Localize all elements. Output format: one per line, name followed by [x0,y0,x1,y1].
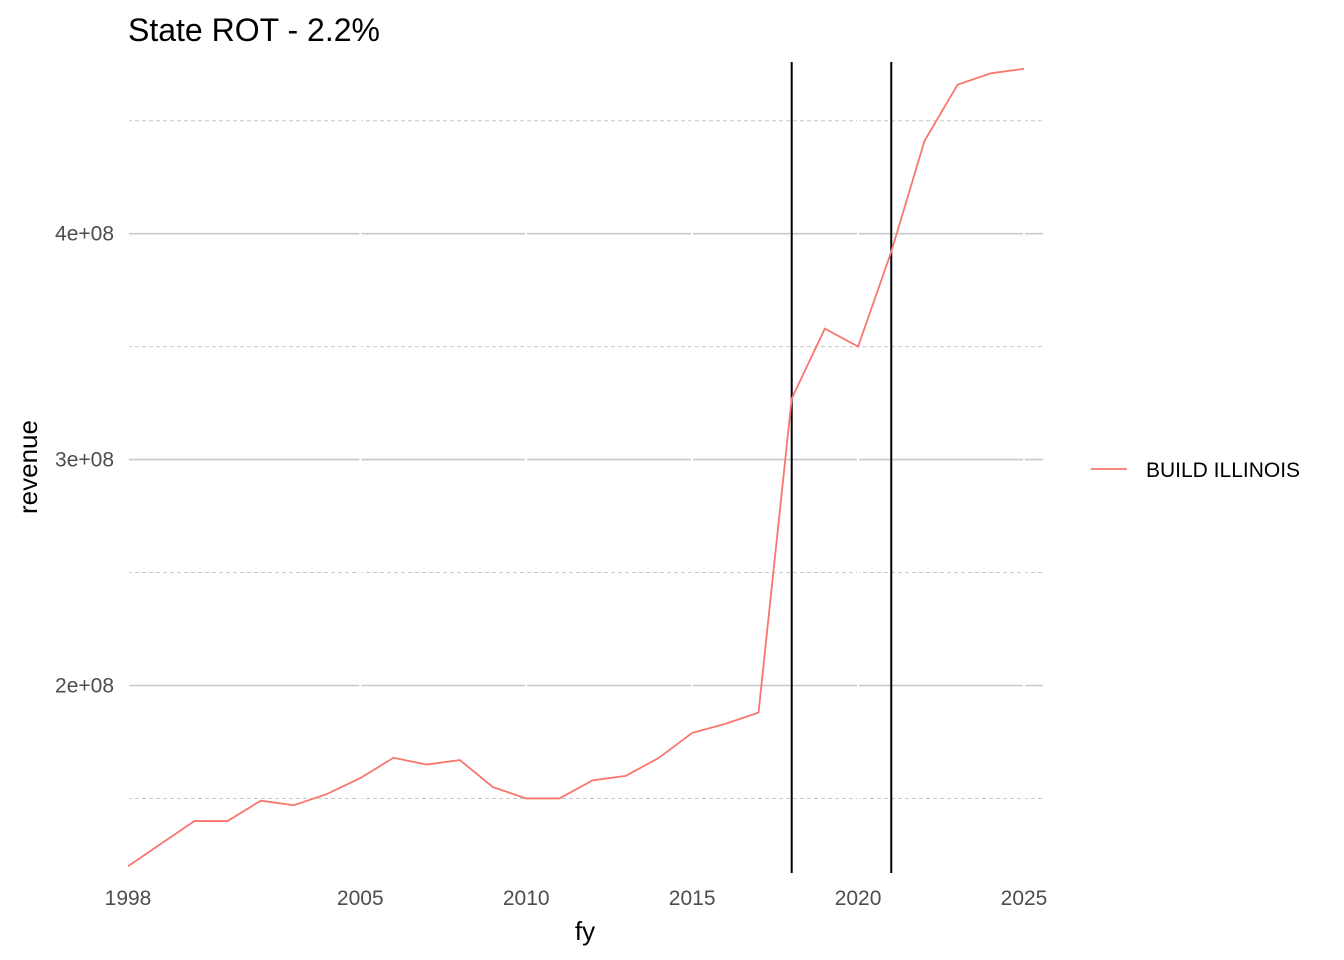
x-tick-label: 2015 [669,887,716,910]
chart-title: State ROT - 2.2% [128,12,380,48]
series-line [127,67,1025,867]
x-axis-label: fy [575,916,595,946]
reference-lines [790,62,893,873]
x-tick-label: 2005 [337,887,384,910]
x-tick-label: 2020 [835,887,882,910]
series-layer [127,67,1025,867]
y-axis-label: revenue [13,420,43,514]
y-axis-ticks: 2e+08 3e+08 4e+08 [55,223,114,698]
x-tick-label: 2025 [1001,887,1048,910]
x-axis-ticks: 1998 2005 2010 2015 2020 2025 [105,887,1048,910]
x-tick-label: 2010 [503,887,550,910]
y-tick-label: 2e+08 [55,674,114,697]
legend-label: BUILD ILLINOIS [1146,459,1300,482]
x-tick-label: 1998 [105,887,152,910]
y-tick-label: 3e+08 [55,449,114,472]
legend: BUILD ILLINOIS [1091,459,1300,482]
y-tick-label: 4e+08 [55,223,114,246]
grid [127,62,1043,873]
